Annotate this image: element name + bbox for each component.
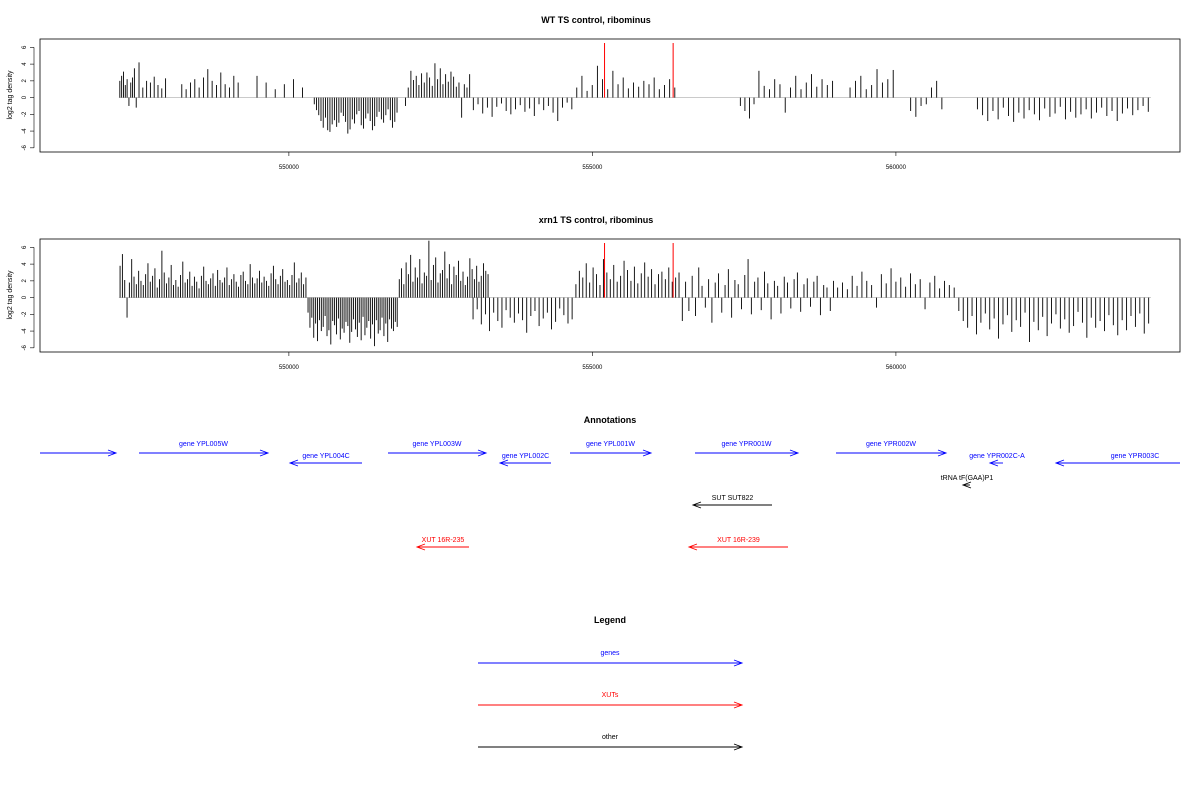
annotation-label: gene YPL004C (302, 453, 349, 460)
annotation-label: XUT 16R-235 (422, 537, 465, 544)
x-tick-label: 560000 (886, 365, 907, 371)
annotation-arrow-head (691, 501, 702, 509)
plot-frame (39, 38, 1181, 153)
legend-title: Legend (594, 615, 626, 625)
xrn1-density-panel: xrn1 TS control, ribominus log2 tag dens… (7, 215, 1181, 371)
y-tick-label: -4 (22, 328, 28, 334)
annotation-label: gene YPL001W (586, 441, 635, 448)
annotation-label: gene YPR003C (1111, 453, 1160, 460)
y-tick-label: -2 (22, 111, 28, 117)
annotation-arrow-head (259, 449, 270, 457)
xrn1-y-axis-label: log2 tag density (7, 270, 14, 320)
annotation-label: gene YPL005W (179, 441, 228, 448)
annotation-arrow-head (642, 449, 653, 457)
annotation-label: XUT 16R-239 (717, 537, 760, 544)
legend-arrow-head (733, 701, 744, 709)
annotation-label: SUT SUT822 (712, 495, 754, 502)
y-tick-label: -4 (22, 128, 28, 134)
plot-frame (39, 238, 1181, 353)
annotation-arrow-head (988, 459, 999, 467)
annotation-arrow-head (789, 449, 800, 457)
annotation-arrow-head (107, 449, 118, 457)
annotation-label: gene YPR002C-A (969, 453, 1025, 460)
annotation-arrow-head (961, 481, 972, 489)
y-tick-label: 4 (22, 262, 28, 266)
y-tick-label: 2 (22, 279, 28, 283)
legend-arrow-head (733, 743, 744, 751)
annotation-arrow-head (687, 543, 698, 551)
legend-label: other (602, 734, 619, 741)
y-tick-label: 0 (22, 295, 28, 299)
annotation-arrow-head (1054, 459, 1065, 467)
y-tick-label: 6 (22, 245, 28, 249)
x-tick-label: 555000 (582, 365, 603, 371)
annotations-title: Annotations (584, 415, 637, 425)
y-tick-label: 0 (22, 95, 28, 99)
annotation-label: gene YPR001W (721, 441, 771, 448)
y-tick-label: -2 (22, 311, 28, 317)
annotations-panel: Annotations gene YPL005W gene YPL004C gene… (40, 415, 1180, 551)
annotation-arrow-head (498, 459, 509, 467)
x-tick-label: 560000 (886, 165, 907, 171)
legend-arrow-head (733, 659, 744, 667)
annotation-arrow-head (937, 449, 948, 457)
wt-y-axis-label: log2 tag density (7, 70, 14, 120)
y-tick-label: -6 (22, 344, 28, 350)
wt-density-panel: WT TS control, ribominus log2 tag densit… (7, 15, 1181, 171)
x-tick-label: 550000 (279, 165, 300, 171)
legend-panel: Legend genes XUTs other (478, 615, 744, 751)
y-tick-label: 2 (22, 79, 28, 83)
annotation-label: gene YPR002W (866, 441, 916, 448)
y-tick-label: 4 (22, 62, 28, 66)
y-tick-label: 6 (22, 45, 28, 49)
annotation-arrow-head (288, 459, 299, 467)
annotation-label: tRNA tF(GAA)P1 (941, 475, 994, 482)
wt-panel-title: WT TS control, ribominus (541, 15, 651, 25)
annotation-label: gene YPL003W (413, 441, 462, 448)
annotation-label: gene YPL002C (502, 453, 549, 460)
xrn1-panel-title: xrn1 TS control, ribominus (539, 215, 654, 225)
y-tick-label: -6 (22, 144, 28, 150)
legend-label: genes (600, 650, 620, 657)
x-tick-label: 555000 (582, 165, 603, 171)
x-tick-label: 550000 (279, 365, 300, 371)
annotation-arrow-head (477, 449, 488, 457)
annotation-arrow-head (415, 543, 426, 551)
legend-label: XUTs (602, 692, 619, 699)
